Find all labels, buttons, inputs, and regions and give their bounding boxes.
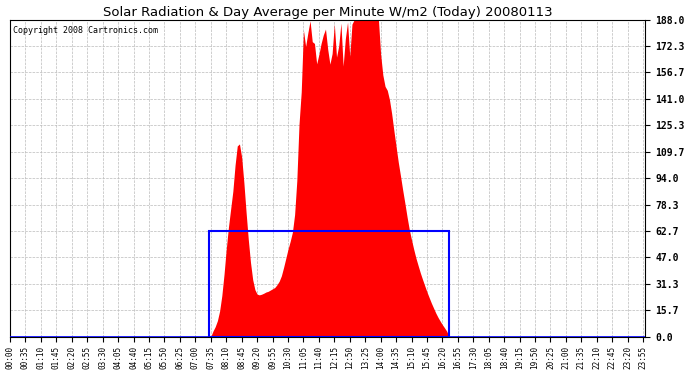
Text: Copyright 2008 Cartronics.com: Copyright 2008 Cartronics.com (13, 26, 158, 35)
Bar (208, 231, 449, 337)
Title: Solar Radiation & Day Average per Minute W/m2 (Today) 20080113: Solar Radiation & Day Average per Minute… (103, 6, 553, 18)
